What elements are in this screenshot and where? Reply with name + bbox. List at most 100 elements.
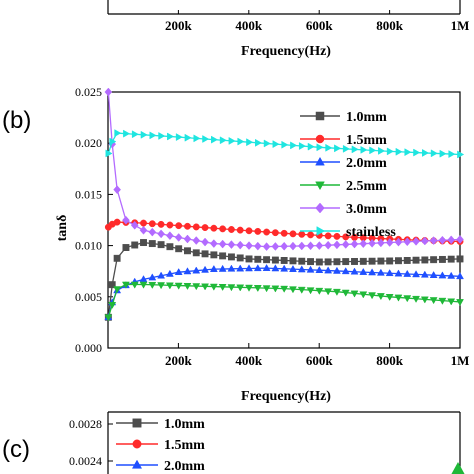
data-point: [316, 143, 324, 152]
data-point: [377, 238, 385, 248]
legend-item: 3.0mm: [300, 202, 387, 217]
data-point: [167, 132, 175, 141]
data-point: [369, 146, 377, 155]
data-point: [429, 270, 438, 278]
data-point: [219, 252, 227, 260]
data-point: [394, 269, 403, 277]
data-point: [307, 258, 314, 266]
data-point: [360, 145, 368, 154]
legend-item: 2.0mm: [116, 459, 205, 474]
data-point: [201, 237, 209, 247]
data-point: [236, 226, 244, 234]
data-point: [183, 234, 192, 244]
data-point: [280, 241, 289, 251]
data-point: [192, 236, 201, 245]
data-point: [219, 225, 227, 233]
data-point: [140, 239, 147, 247]
data-point: [412, 270, 420, 278]
data-point: [165, 269, 174, 277]
data-point: [385, 238, 394, 247]
data-point: [192, 249, 200, 257]
data-point: [148, 273, 157, 281]
data-point: [175, 245, 183, 253]
data-point: [350, 267, 359, 275]
data-point: [412, 236, 420, 246]
data-point: [395, 147, 403, 156]
data-point: [447, 235, 456, 245]
data-point: [306, 241, 315, 251]
data-point: [368, 292, 377, 300]
data-point: [325, 143, 333, 152]
data-point: [306, 265, 315, 273]
data-point: [315, 241, 324, 250]
data-point: [131, 241, 139, 249]
legend-marker: [316, 226, 326, 236]
data-point: [253, 285, 262, 293]
data-point: [342, 144, 350, 153]
data-point: [174, 268, 183, 276]
data-point: [385, 269, 394, 277]
legend-marker: [131, 459, 143, 469]
top-panel: 200k 400k 600k 800k 1M Frequency(Hz): [107, 0, 469, 59]
data-point: [438, 297, 447, 305]
data-point: [376, 268, 385, 276]
legend-marker: [132, 418, 142, 428]
data-point: [139, 225, 148, 235]
data-point: [386, 257, 394, 265]
data-point: [184, 247, 191, 255]
data-point: [271, 256, 279, 264]
data-point: [439, 149, 447, 158]
data-point: [271, 229, 279, 237]
data-point: [237, 137, 245, 146]
data-point: [289, 241, 297, 251]
data-point: [104, 87, 113, 97]
data-point: [209, 239, 218, 248]
panel-b-x-tick-label: 200k: [165, 353, 193, 368]
top-panel-x-tick-label: 200k: [165, 18, 193, 33]
data-point: [236, 284, 245, 292]
top-panel-x-ticks: 200k 400k 600k 800k 1M: [165, 10, 469, 33]
data-point: [457, 150, 465, 159]
data-point: [263, 256, 271, 264]
panel-c-chart: 0.0028 0.0024 1.0mm 1.5mm 2.0mm: [69, 411, 465, 474]
data-point: [157, 282, 166, 290]
data-point: [254, 255, 262, 263]
panel-b-y-tick-label: 0.025: [75, 85, 102, 99]
panel-b-y-tick-label: 0.000: [75, 341, 102, 355]
legend-item: 1.5mm: [116, 438, 205, 453]
data-point: [253, 264, 262, 272]
legend-label: 2.0mm: [346, 156, 387, 171]
data-point: [324, 232, 332, 240]
data-point: [456, 272, 464, 280]
panel-b-legend: 1.0mm 1.5mm 2.0mm 2.5mm 3.0mm stainless: [300, 110, 396, 240]
data-point: [130, 220, 139, 230]
data-point: [131, 130, 139, 139]
data-point: [385, 293, 394, 301]
data-point: [175, 133, 183, 142]
data-point: [341, 289, 350, 297]
data-point: [359, 291, 368, 299]
panel-b-x-tick-label: 800k: [376, 353, 404, 368]
data-point: [280, 285, 289, 293]
data-point: [105, 149, 113, 158]
panel-c-label: (c): [2, 436, 30, 463]
data-point: [447, 255, 455, 263]
data-point: [184, 133, 192, 142]
data-point: [140, 219, 147, 227]
data-point: [148, 227, 157, 237]
data-point: [218, 284, 227, 292]
panel-b-y-tick-label: 0.015: [75, 187, 102, 201]
data-point: [123, 129, 131, 138]
data-point: [280, 264, 289, 272]
data-point: [297, 286, 306, 294]
data-point: [421, 256, 429, 264]
top-panel-x-axis-title: Frequency(Hz): [241, 44, 331, 59]
series-line: [107, 241, 461, 318]
data-point: [351, 145, 359, 154]
data-point: [122, 244, 130, 252]
data-point: [368, 268, 377, 276]
data-point: [202, 135, 210, 143]
data-point: [121, 281, 130, 289]
data-point: [219, 136, 227, 145]
data-point: [359, 239, 368, 249]
